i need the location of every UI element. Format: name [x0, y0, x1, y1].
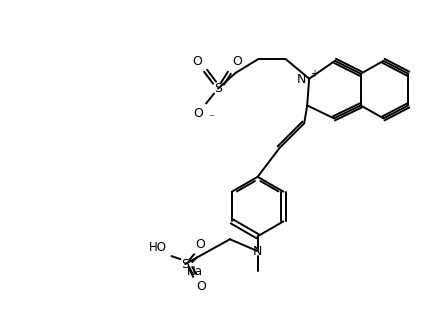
- Text: O: O: [232, 55, 242, 68]
- Text: ⁻: ⁻: [208, 113, 214, 123]
- Text: O: O: [193, 107, 203, 120]
- Text: O: O: [192, 55, 202, 68]
- Text: S: S: [181, 258, 189, 271]
- Text: N: N: [253, 245, 262, 258]
- Text: +: +: [310, 69, 318, 79]
- Text: Na: Na: [187, 266, 203, 278]
- Text: N: N: [296, 73, 306, 86]
- Text: O: O: [196, 280, 206, 293]
- Text: S: S: [214, 82, 222, 95]
- Text: HO: HO: [149, 241, 167, 254]
- Text: O: O: [195, 238, 205, 251]
